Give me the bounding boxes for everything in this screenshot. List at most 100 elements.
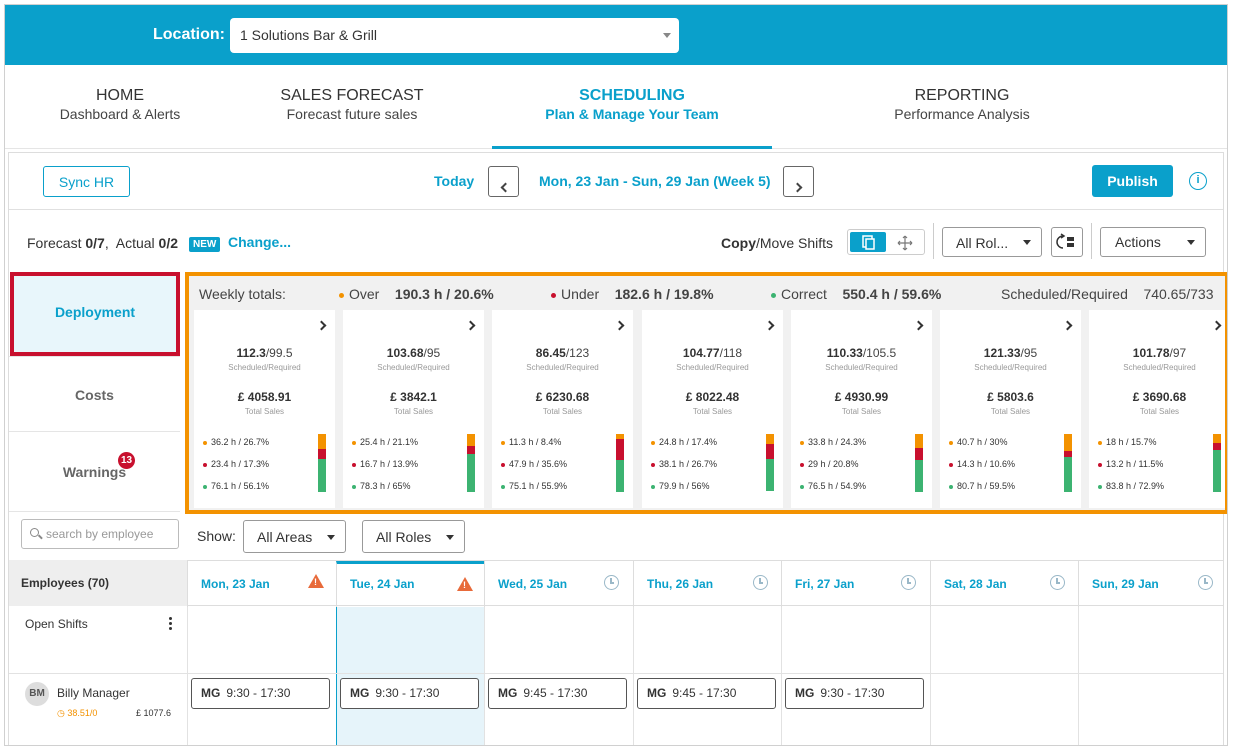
card-over-value: 24.8 h / 17.4% [659,437,718,447]
bar-segment-correct [616,460,624,492]
day-column[interactable] [1078,607,1227,745]
shift-block[interactable]: MG 9:30 - 17:30 [191,678,330,709]
day-column[interactable] [930,607,1079,745]
card-over: 36.2 h / 26.7% [203,437,269,447]
chevron-right-icon[interactable] [1211,320,1222,331]
tab-sales-forecast[interactable]: SALES FORECAST Forecast future sales [257,65,447,149]
day-header[interactable]: Tue, 24 Jan [336,561,485,607]
info-icon[interactable]: i [1189,172,1207,190]
row-divider [9,673,1223,674]
employee-cost: £ 1077.6 [136,708,172,718]
card-scheduled: 112.3 [236,346,266,360]
card-over: 18 h / 15.7% [1098,437,1157,447]
actual-value: 0/2 [158,235,179,251]
shift-block[interactable]: MG 9:45 - 17:30 [488,678,627,709]
change-link[interactable]: Change... [228,234,292,250]
shift-block[interactable]: MG 9:30 - 17:30 [340,678,479,709]
clock-icon [753,575,768,590]
areas-filter-dropdown[interactable]: All Areas [243,520,346,553]
day-header[interactable]: Sat, 28 Jan [930,561,1079,607]
chevron-right-icon[interactable] [913,320,924,331]
bar-segment-under [616,439,624,460]
week-toolbar: Sync HR Today Mon, 23 Jan - Sun, 29 Jan … [9,153,1223,210]
weekly-correct: Correct 550.4 h / 59.6% [771,286,941,302]
week-range: Mon, 23 Jan - Sun, 29 Jan (Week 5) [539,173,771,189]
chevron-right-icon[interactable] [1062,320,1073,331]
under-dot [949,462,953,467]
day-header[interactable]: Fri, 27 Jan [781,561,930,607]
warnings-count-badge: 13 [118,452,135,469]
chevron-right-icon[interactable] [614,320,625,331]
tab-scheduling-subtitle: Plan & Manage Your Team [545,106,719,122]
sidebar-item-warnings[interactable]: Warnings [9,432,180,512]
card-scheduled: 121.33 [983,346,1021,360]
over-dot [949,440,953,445]
forecast-value: 0/7 [85,235,105,251]
card-required: /97 [1169,346,1187,360]
card-under-value: 14.3 h / 10.6% [957,459,1016,469]
swap-button[interactable] [1051,227,1083,257]
sidebar-item-deployment[interactable]: Deployment [10,272,180,356]
card-under: 13.2 h / 11.5% [1098,459,1163,469]
card-sched-required: 112.3/99.5 [194,346,335,360]
tab-scheduling-title: SCHEDULING [579,87,685,104]
prev-week-button[interactable] [488,166,519,197]
day-header[interactable]: Sun, 29 Jan [1078,561,1227,607]
day-header[interactable]: Thu, 26 Jan [633,561,782,607]
day-card: 103.68/95 Scheduled/Required £ 3842.1 Total… [343,310,484,508]
tab-home[interactable]: HOME Dashboard & Alerts [25,65,215,149]
chevron-right-icon[interactable] [764,320,775,331]
bar-segment-under [915,448,923,460]
actions-dropdown[interactable]: Actions [1100,227,1206,257]
location-select[interactable]: 1 Solutions Bar & Grill [230,18,679,53]
chevron-right-icon[interactable] [465,320,476,331]
card-correct-value: 78.3 h / 65% [360,481,411,491]
day-column[interactable] [187,607,336,745]
sidebar-item-costs[interactable]: Costs [9,356,180,432]
roles-filter-dropdown[interactable]: All Rol... [942,227,1042,257]
chevron-left-icon [500,182,510,193]
under-dot [551,292,556,298]
card-stacked-bar [318,434,326,492]
under-dot [1098,462,1102,467]
today-button[interactable]: Today [434,173,475,189]
bar-segment-over [915,434,923,448]
day-label: Wed, 25 Jan [498,577,568,591]
day-card: 112.3/99.5 Scheduled/Required £ 4058.91 Tot… [194,310,335,508]
day-column[interactable] [633,607,782,745]
card-sales-label: Total Sales [692,407,733,416]
card-sr-label: Scheduled/Required [1123,363,1196,372]
shift-block[interactable]: MG 9:45 - 17:30 [637,678,776,709]
publish-button[interactable]: Publish [1092,165,1173,197]
day-column[interactable] [336,607,485,745]
copy-mode-button[interactable] [850,232,886,252]
move-icon[interactable] [896,234,914,252]
sync-hr-button[interactable]: Sync HR [43,166,130,197]
day-header[interactable]: Mon, 23 Jan [187,561,336,607]
next-week-button[interactable] [783,166,814,197]
card-correct: 80.7 h / 59.5% [949,481,1015,491]
employee-name[interactable]: Billy Manager [57,686,130,700]
day-column[interactable] [484,607,633,745]
divider [933,223,934,259]
under-dot [352,462,356,467]
tab-scheduling[interactable]: SCHEDULING Plan & Manage Your Team [492,65,772,149]
card-scheduled: 104.77 [682,346,720,360]
roles-dropdown[interactable]: All Roles [362,520,465,553]
tab-reporting[interactable]: REPORTING Performance Analysis [847,65,1077,149]
bar-segment-over [1064,434,1072,451]
chevron-right-icon[interactable] [316,320,327,331]
card-sched-required: 110.33/105.5 [791,346,932,360]
kebab-menu-icon[interactable] [169,617,172,632]
card-sales-label: Total Sales [542,407,583,416]
copy-move-toggle[interactable] [847,229,925,255]
card-under-value: 38.1 h / 26.7% [659,459,718,469]
search-input[interactable]: search by employee [21,519,179,549]
card-sales-label: Total Sales [244,407,285,416]
card-required: /105.5 [862,346,897,360]
shift-block[interactable]: MG 9:30 - 17:30 [785,678,924,709]
day-label: Mon, 23 Jan [201,577,270,591]
day-header[interactable]: Wed, 25 Jan [484,561,633,607]
card-under: 16.7 h / 13.9% [352,459,418,469]
day-column[interactable] [781,607,930,745]
